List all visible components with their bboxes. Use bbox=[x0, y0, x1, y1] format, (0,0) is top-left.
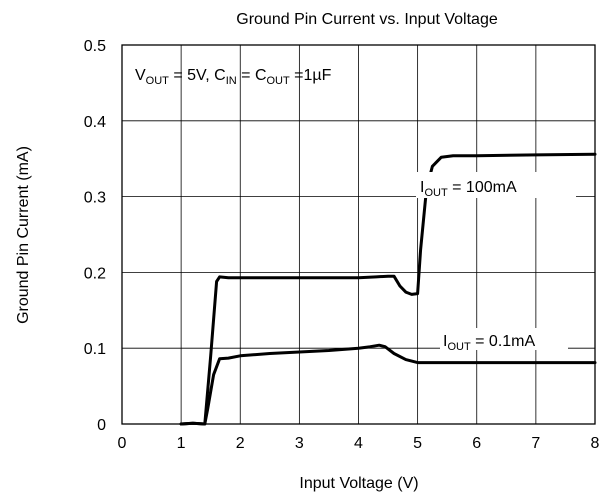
conditions-annotation: VOUT = 5V, CIN = COUT =1µF bbox=[135, 67, 332, 87]
x-tick-label: 8 bbox=[591, 435, 600, 452]
y-tick-label: 0.3 bbox=[84, 190, 106, 207]
x-tick-label: 2 bbox=[236, 435, 245, 452]
y-axis-label: Ground Pin Current (mA) bbox=[15, 146, 32, 324]
series-label-100ma-bg bbox=[416, 172, 576, 198]
x-tick-label: 7 bbox=[531, 435, 540, 452]
x-tick-label: 5 bbox=[413, 435, 422, 452]
x-tick-label: 6 bbox=[472, 435, 481, 452]
x-axis-label: Input Voltage (V) bbox=[299, 475, 418, 492]
x-tick-label: 4 bbox=[354, 435, 363, 452]
series-label-100ma-text: IOUT = 100mA bbox=[420, 179, 517, 199]
x-tick-label: 3 bbox=[295, 435, 304, 452]
series-label-0-1ma-text: IOUT = 0.1mA bbox=[443, 333, 535, 353]
series-line-1 bbox=[179, 343, 597, 426]
series-label-0-1ma-bg bbox=[440, 328, 568, 350]
plot-frame bbox=[121, 44, 596, 425]
series-label-100ma: IOUT = 100mA bbox=[416, 172, 576, 199]
y-tick-label: 0 bbox=[97, 417, 106, 434]
y-tick-labels: 0 0.1 0.2 0.3 0.4 0.5 bbox=[84, 38, 106, 434]
x-tick-labels: 0 1 2 3 4 5 6 7 8 bbox=[118, 435, 600, 452]
y-tick-label: 0.2 bbox=[84, 265, 106, 282]
chart-title: Ground Pin Current vs. Input Voltage bbox=[236, 11, 498, 28]
series-line-0 bbox=[179, 152, 597, 426]
y-tick-label: 0.1 bbox=[84, 341, 106, 358]
series-label-0-1ma: IOUT = 0.1mA bbox=[440, 328, 568, 353]
y-tick-label: 0.4 bbox=[84, 114, 106, 131]
x-tick-label: 1 bbox=[177, 435, 186, 452]
series-lines bbox=[179, 152, 597, 426]
x-tick-label: 0 bbox=[118, 435, 127, 452]
y-tick-label: 0.5 bbox=[84, 38, 106, 55]
